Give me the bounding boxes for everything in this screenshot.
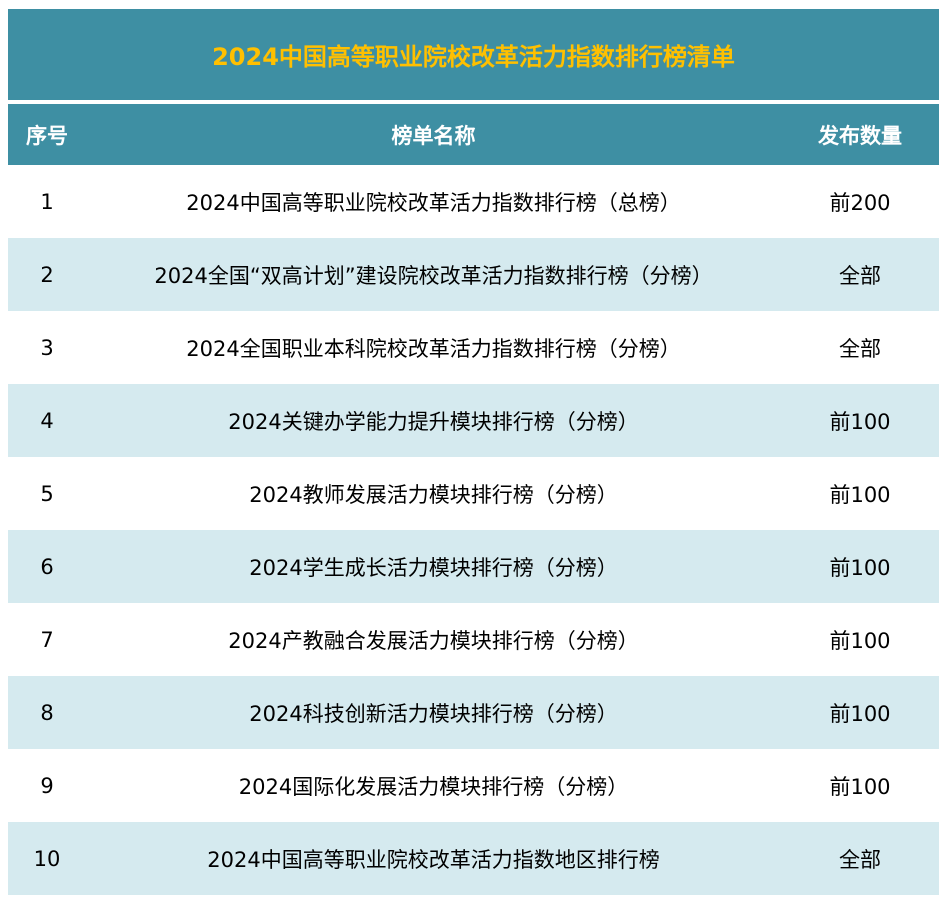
row-name: 2024产教融合发展活力模块排行榜（分榜） <box>228 628 639 653</box>
row-index: 6 <box>40 554 54 579</box>
row-index: 10 <box>33 846 61 871</box>
table-row: 5 2024教师发展活力模块排行榜（分榜） 前100 <box>8 457 939 530</box>
table-row: 6 2024学生成长活力模块排行榜（分榜） 前100 <box>8 530 939 603</box>
row-index: 3 <box>40 335 54 360</box>
row-name: 2024关键办学能力提升模块排行榜（分榜） <box>228 409 639 434</box>
table-row: 7 2024产教融合发展活力模块排行榜（分榜） 前100 <box>8 603 939 676</box>
row-name: 2024教师发展活力模块排行榜（分榜） <box>249 482 618 507</box>
row-index: 1 <box>40 189 54 214</box>
table-row: 1 2024中国高等职业院校改革活力指数排行榜（总榜） 前200 <box>8 165 939 238</box>
header-index: 序号 <box>26 123 68 148</box>
row-index: 2 <box>40 262 54 287</box>
row-count: 前100 <box>829 628 891 653</box>
row-count: 前200 <box>829 190 891 215</box>
table-title: 2024中国高等职业院校改革活力指数排行榜清单 <box>8 9 939 100</box>
row-index: 7 <box>40 627 54 652</box>
row-count: 全部 <box>839 336 881 361</box>
table-row: 10 2024中国高等职业院校改革活力指数地区排行榜 全部 <box>8 822 939 895</box>
row-count: 前100 <box>829 482 891 507</box>
row-count: 全部 <box>839 263 881 288</box>
table-row: 9 2024国际化发展活力模块排行榜（分榜） 前100 <box>8 749 939 822</box>
row-count: 前100 <box>829 555 891 580</box>
table-row: 2 2024全国“双高计划”建设院校改革活力指数排行榜（分榜） 全部 <box>8 238 939 311</box>
row-name: 2024中国高等职业院校改革活力指数排行榜（总榜） <box>186 190 681 215</box>
header-name: 榜单名称 <box>391 123 476 148</box>
row-name: 2024全国“双高计划”建设院校改革活力指数排行榜（分榜） <box>154 263 713 288</box>
row-count: 全部 <box>839 847 881 872</box>
row-name: 2024全国职业本科院校改革活力指数排行榜（分榜） <box>186 336 681 361</box>
row-index: 9 <box>40 773 54 798</box>
ranking-list-table: 2024中国高等职业院校改革活力指数排行榜清单 序号 榜单名称 发布数量 1 20… <box>8 9 939 895</box>
row-index: 4 <box>40 408 54 433</box>
row-count: 前100 <box>829 774 891 799</box>
row-count: 前100 <box>829 701 891 726</box>
table-row: 8 2024科技创新活力模块排行榜（分榜） 前100 <box>8 676 939 749</box>
row-name: 2024学生成长活力模块排行榜（分榜） <box>249 555 618 580</box>
row-count: 前100 <box>829 409 891 434</box>
table-header: 序号 榜单名称 发布数量 <box>8 104 939 165</box>
row-index: 5 <box>40 481 54 506</box>
row-name: 2024科技创新活力模块排行榜（分榜） <box>249 701 618 726</box>
row-index: 8 <box>40 700 54 725</box>
divider <box>8 100 939 104</box>
table-row: 3 2024全国职业本科院校改革活力指数排行榜（分榜） 全部 <box>8 311 939 384</box>
row-name: 2024国际化发展活力模块排行榜（分榜） <box>238 774 629 799</box>
row-name: 2024中国高等职业院校改革活力指数地区排行榜 <box>207 847 660 872</box>
table-row: 4 2024关键办学能力提升模块排行榜（分榜） 前100 <box>8 384 939 457</box>
header-count: 发布数量 <box>818 123 902 148</box>
